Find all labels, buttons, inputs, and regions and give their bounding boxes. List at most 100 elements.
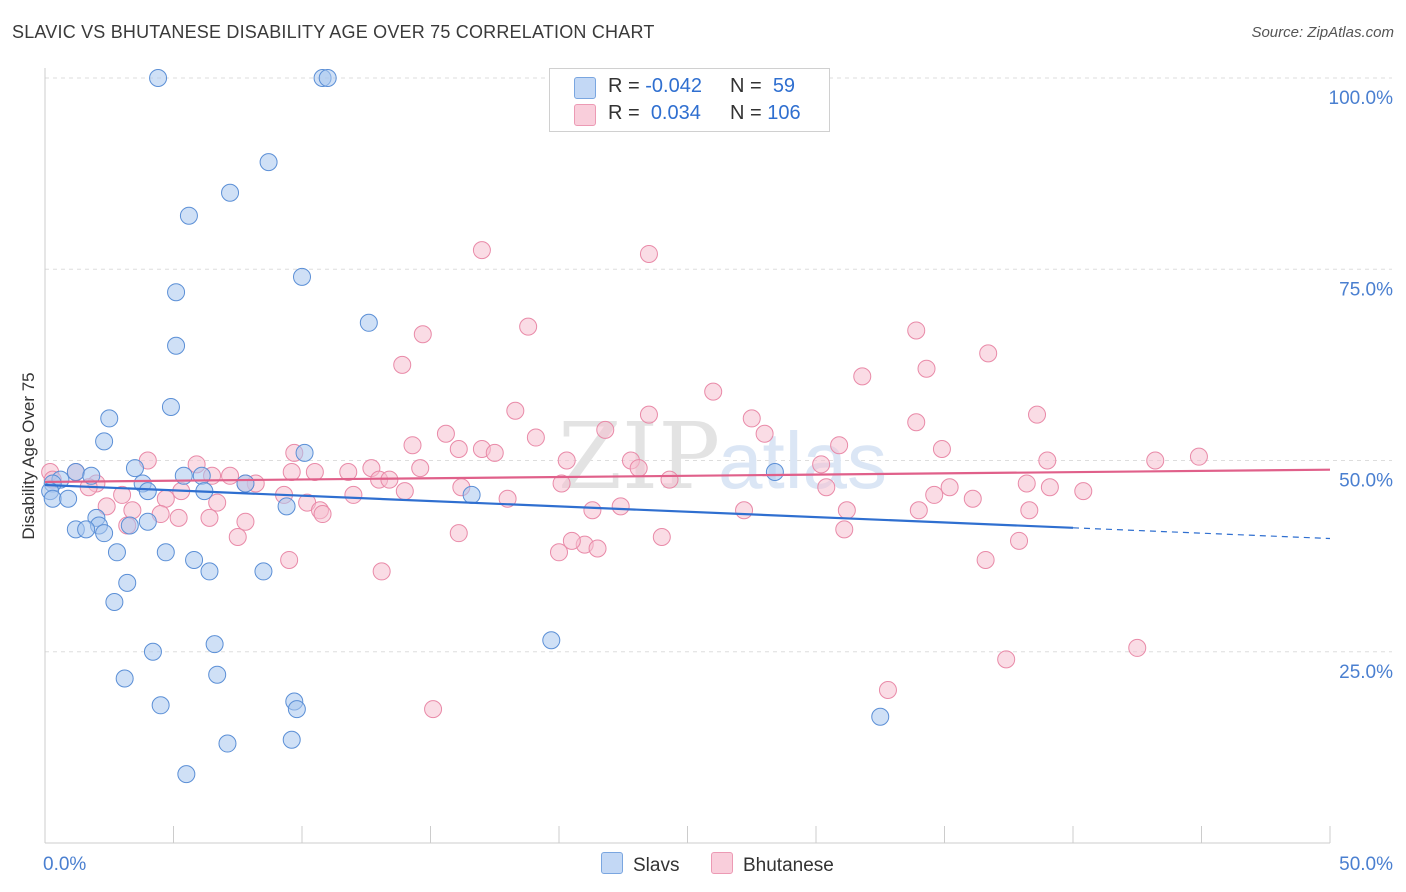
bhutanese-point xyxy=(853,367,872,386)
bhutanese-point xyxy=(506,401,525,420)
slavs-point xyxy=(156,543,175,562)
bottom-legend-label-slavs: Slavs xyxy=(633,855,680,876)
slavs-point xyxy=(359,313,378,332)
bhutanese-point xyxy=(812,455,831,474)
bhutanese-point xyxy=(552,474,571,493)
y-axis-label: Disability Age Over 75 xyxy=(19,372,38,539)
slavs-point xyxy=(218,734,237,753)
bhutanese-point xyxy=(979,344,998,363)
slavs-point xyxy=(542,631,561,650)
bhutanese-point xyxy=(208,493,227,512)
slavs-point xyxy=(462,485,481,504)
slavs-point xyxy=(871,707,890,726)
slavs-point xyxy=(95,432,114,451)
slavs-point xyxy=(236,474,255,493)
bhutanese-point xyxy=(917,359,936,378)
slavs-point xyxy=(125,459,144,478)
bhutanese-point xyxy=(878,681,897,699)
bhutanese-point xyxy=(639,244,658,263)
legend-r-slavs: R = -0.042 xyxy=(608,75,702,98)
y-tick-label: 50.0% xyxy=(1339,471,1393,492)
bhutanese-point xyxy=(652,528,671,546)
data-points xyxy=(41,69,1208,784)
bhutanese-point xyxy=(228,528,247,546)
slavs-point xyxy=(167,283,186,302)
bhutanese-point xyxy=(837,501,856,520)
slavs-point xyxy=(205,635,224,654)
bhutanese-point xyxy=(817,478,836,497)
legend-r-value: 0.034 xyxy=(650,102,701,124)
slavs-point xyxy=(149,69,168,87)
bhutanese-point xyxy=(704,382,723,401)
bhutanese-point xyxy=(932,440,951,459)
bhutanese-point xyxy=(976,550,995,569)
bhutanese-point xyxy=(940,478,959,497)
slavs-point xyxy=(208,665,227,684)
bhutanese-point xyxy=(413,325,432,344)
legend-swatch-slavs xyxy=(574,77,596,99)
bhutanese-point xyxy=(588,539,607,558)
bhutanese-point xyxy=(395,482,414,501)
legend-n-label: N = xyxy=(730,75,762,97)
bhutanese-point xyxy=(596,420,615,439)
bhutanese-point xyxy=(344,485,363,504)
x-tick-label: 50.0% xyxy=(1339,854,1393,875)
slavs-point xyxy=(287,700,306,719)
slavs-trend-extension xyxy=(1072,527,1331,540)
bhutanese-point xyxy=(436,424,455,443)
legend-n-value: 106 xyxy=(767,102,801,124)
bhutanese-point xyxy=(639,405,658,424)
bhutanese-point xyxy=(169,508,188,527)
bhutanese-point xyxy=(519,317,538,336)
bhutanese-trend-line xyxy=(44,468,1331,484)
bhutanese-point xyxy=(1038,451,1057,470)
bhutanese-point xyxy=(424,700,443,719)
bhutanese-point xyxy=(550,543,568,562)
slavs-point xyxy=(143,642,162,661)
slavs-point xyxy=(765,462,784,481)
bhutanese-point xyxy=(221,466,240,485)
bhutanese-point xyxy=(280,550,299,569)
bhutanese-point xyxy=(611,497,630,516)
slavs-point xyxy=(77,520,96,539)
bhutanese-point xyxy=(403,436,422,455)
slavs-point xyxy=(221,183,240,202)
trend-lines xyxy=(44,468,1331,540)
legend: R = -0.042 N = 59 R = 0.034 N = 106 xyxy=(549,68,830,132)
slavs-point xyxy=(177,765,196,784)
slavs-point xyxy=(82,466,101,485)
y-tick-label: 100.0% xyxy=(1329,88,1394,109)
bhutanese-point xyxy=(1040,478,1059,497)
bhutanese-point xyxy=(742,409,761,428)
slavs-point xyxy=(192,466,211,485)
slavs-point xyxy=(100,409,119,428)
bottom-legend-swatch-slavs xyxy=(601,852,623,874)
slavs-point xyxy=(179,206,198,225)
bhutanese-point xyxy=(660,470,679,489)
legend-swatch-bhutanese xyxy=(574,104,596,126)
bhutanese-point xyxy=(282,462,301,481)
bhutanese-point xyxy=(485,443,504,462)
y-tick-label: 75.0% xyxy=(1339,279,1393,300)
bhutanese-point xyxy=(963,489,982,508)
bhutanese-point xyxy=(1028,405,1047,424)
bhutanese-point xyxy=(200,508,219,527)
legend-r-value: -0.042 xyxy=(645,75,702,97)
slavs-point xyxy=(295,443,314,462)
bhutanese-point xyxy=(372,562,391,581)
slavs-point xyxy=(259,153,278,172)
slavs-point xyxy=(95,524,114,543)
bhutanese-point xyxy=(907,413,926,432)
bottom-legend-bhutanese: Bhutanese xyxy=(711,852,834,877)
bhutanese-point xyxy=(123,501,142,520)
bottom-legend-slavs: Slavs xyxy=(601,852,679,877)
bhutanese-point xyxy=(1146,451,1165,470)
bhutanese-point xyxy=(393,355,412,374)
bhutanese-point xyxy=(629,459,648,478)
x-tick-label: 0.0% xyxy=(43,854,86,875)
y-tick-label: 25.0% xyxy=(1339,662,1393,683)
bhutanese-point xyxy=(313,505,332,524)
bhutanese-point xyxy=(305,462,324,481)
legend-n-bhutanese: N = 106 xyxy=(730,102,801,125)
